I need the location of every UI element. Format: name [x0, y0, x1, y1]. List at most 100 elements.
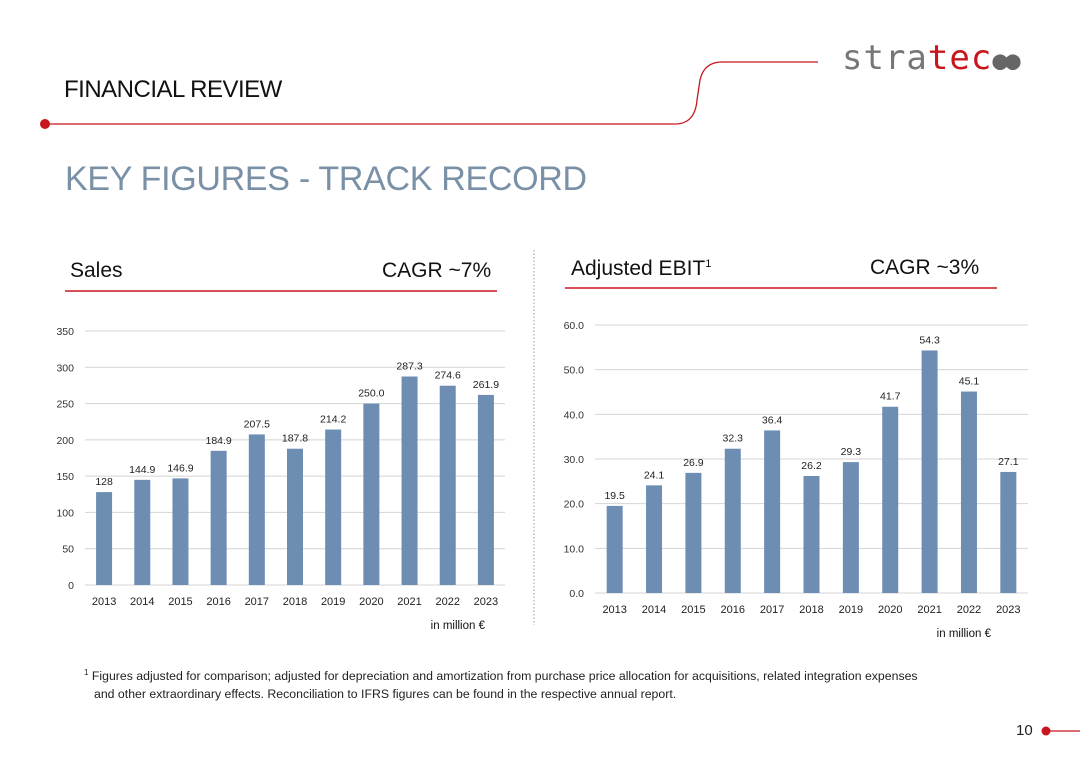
ebit-bar-2023: [1000, 471, 1017, 593]
sales-ytick-label: 250: [56, 399, 74, 411]
sales-bar-2020: [363, 403, 380, 585]
sales-bar-2018: [287, 448, 303, 585]
ebit-ytick-label: 10.0: [564, 543, 585, 555]
ebit-bar-2017: [764, 430, 781, 593]
ebit-value-label: 45.1: [959, 376, 980, 388]
ebit-bar-2013: [606, 505, 623, 593]
sales-value-label: 250.0: [358, 388, 384, 400]
ebit-bar-2019: [842, 462, 859, 593]
sales-bar-2017: [248, 434, 265, 585]
ebit-value-label: 41.7: [880, 391, 901, 403]
ebit-bar-2015: [685, 472, 702, 593]
sales-ytick-label: 300: [56, 362, 74, 374]
sales-xtick-label: 2013: [92, 596, 116, 608]
page-number: 10: [1016, 722, 1033, 739]
sales-unit-label: in million €: [431, 620, 486, 632]
sales-panel-title: Sales: [70, 259, 123, 282]
ebit-xtick-label: 2022: [957, 604, 981, 616]
ebit-xtick-label: 2017: [760, 604, 784, 616]
sales-bar-2022: [439, 385, 456, 585]
sales-value-label: 187.8: [282, 433, 308, 445]
logo-dots: ●●: [992, 46, 1020, 76]
section-title: FINANCIAL REVIEW: [64, 76, 282, 103]
sales-xtick-label: 2018: [283, 596, 307, 608]
ebit-value-label: 36.4: [762, 414, 783, 426]
sales-xtick-label: 2023: [474, 596, 498, 608]
sales-xtick-label: 2014: [130, 596, 154, 608]
sales-ytick-label: 150: [56, 471, 74, 483]
ebit-ytick-label: 0.0: [569, 588, 584, 600]
sales-ytick-label: 0: [68, 580, 74, 592]
sales-ytick-label: 200: [56, 435, 74, 447]
header-swoosh-dot: [40, 119, 50, 129]
ebit-bar-2022: [960, 391, 977, 593]
sales-chart: 0 50 100 150 200 250 300 350 128 2013 144.9 2014 146…: [56, 326, 505, 632]
footnote-mark: 1: [84, 668, 89, 677]
sales-ytick-label: 100: [56, 507, 74, 519]
ebit-unit-label: in million €: [937, 628, 992, 640]
ebit-value-label: 27.1: [998, 456, 1019, 468]
ebit-bar-2014: [646, 485, 663, 593]
sales-xtick-label: 2019: [321, 596, 345, 608]
ebit-value-label: 54.3: [919, 334, 940, 346]
ebit-ytick-label: 60.0: [564, 320, 585, 332]
ebit-panel-title: Adjusted EBIT1: [571, 257, 711, 281]
ebit-ytick-label: 40.0: [564, 409, 585, 421]
sales-value-label: 274.6: [435, 370, 461, 382]
sales-ytick-label: 350: [56, 326, 74, 338]
ebit-chart: 0.0 10.0 20.0 30.0 40.0 50.0 60.0 19.5 2013 24.1 2…: [564, 320, 1028, 640]
ebit-value-label: 29.3: [841, 446, 862, 458]
sales-value-label: 144.9: [129, 464, 155, 476]
ebit-xtick-label: 2021: [917, 604, 941, 616]
sales-xtick-label: 2021: [397, 596, 421, 608]
ebit-ytick-label: 20.0: [564, 499, 585, 511]
logo-highlight: tec: [927, 38, 993, 78]
sales-value-label: 207.5: [244, 418, 270, 430]
ebit-cagr: CAGR ~3%: [870, 256, 980, 279]
ebit-xtick-label: 2020: [878, 604, 902, 616]
footnote-text-1: Figures adjusted for comparison; adjuste…: [91, 669, 918, 684]
ebit-xtick-label: 2023: [996, 604, 1020, 616]
sales-bar-2015: [172, 478, 189, 585]
sales-value-label: 128: [95, 476, 113, 488]
sales-bar-2016: [210, 450, 227, 585]
sales-bar-2023: [477, 394, 494, 585]
ebit-ytick-label: 30.0: [564, 454, 585, 466]
sales-value-label: 184.9: [205, 435, 231, 447]
sales-value-label: 287.3: [396, 361, 422, 373]
sales-xtick-label: 2016: [206, 596, 230, 608]
ebit-value-label: 26.2: [801, 460, 822, 472]
footnote-line-1: 1 Figures adjusted for comparison; adjus…: [84, 664, 984, 685]
sales-bar-2013: [96, 492, 113, 585]
ebit-bar-2016: [724, 448, 741, 593]
sales-cagr: CAGR ~7%: [382, 259, 492, 282]
ebit-xtick-label: 2013: [602, 604, 626, 616]
sales-value-label: 214.2: [320, 414, 346, 426]
page-heading: KEY FIGURES - TRACK RECORD: [65, 160, 587, 198]
sales-bar-2019: [325, 429, 342, 585]
sales-ytick-label: 50: [62, 544, 74, 556]
sales-bar-2021: [401, 376, 418, 585]
ebit-xtick-label: 2015: [681, 604, 705, 616]
ebit-xtick-label: 2019: [839, 604, 863, 616]
logo-prefix: stra: [842, 38, 928, 78]
ebit-value-label: 26.9: [683, 457, 704, 469]
ebit-bar-2020: [882, 406, 899, 593]
ebit-value-label: 19.5: [604, 490, 625, 502]
ebit-title-text: Adjusted EBIT: [571, 257, 706, 280]
ebit-xtick-label: 2014: [642, 604, 666, 616]
ebit-bar-2018: [803, 475, 820, 593]
ebit-xtick-label: 2018: [799, 604, 823, 616]
ebit-value-label: 24.1: [644, 469, 665, 481]
sales-value-label: 261.9: [473, 379, 499, 391]
ebit-bar-2021: [921, 350, 938, 593]
ebit-ytick-label: 50.0: [564, 365, 585, 377]
page-number-dot: [1041, 726, 1051, 736]
footnote: 1 Figures adjusted for comparison; adjus…: [84, 664, 984, 703]
ebit-footnote-mark: 1: [705, 258, 712, 270]
sales-xtick-label: 2022: [435, 596, 459, 608]
sales-xtick-label: 2017: [245, 596, 269, 608]
sales-xtick-label: 2020: [359, 596, 383, 608]
sales-value-label: 146.9: [167, 462, 193, 474]
sales-xtick-label: 2015: [168, 596, 192, 608]
